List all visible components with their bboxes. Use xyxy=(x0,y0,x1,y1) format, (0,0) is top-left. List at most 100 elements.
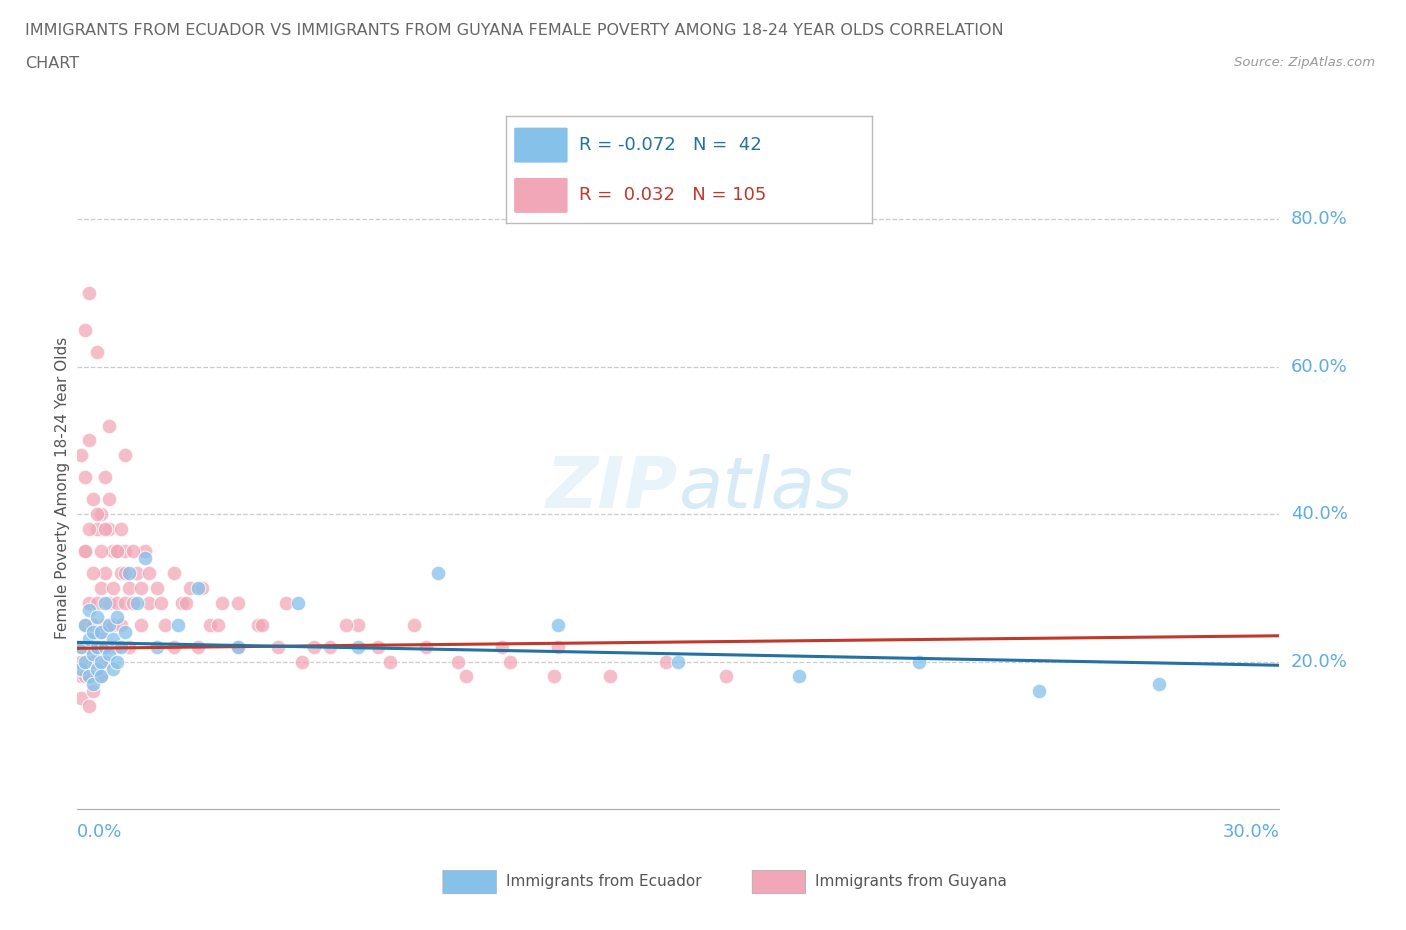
FancyBboxPatch shape xyxy=(513,127,568,164)
Point xyxy=(543,669,565,684)
Point xyxy=(378,654,401,669)
Point xyxy=(75,654,97,669)
Point xyxy=(131,618,153,632)
Point xyxy=(103,632,125,647)
Point xyxy=(668,654,690,669)
Point xyxy=(138,595,160,610)
Point xyxy=(291,654,314,669)
Point xyxy=(90,669,112,684)
Text: R = -0.072   N =  42: R = -0.072 N = 42 xyxy=(579,136,762,154)
Point xyxy=(246,618,269,632)
Point xyxy=(131,580,153,595)
Point xyxy=(226,595,249,610)
Point xyxy=(155,618,177,632)
Point xyxy=(226,640,249,655)
Point xyxy=(86,640,108,655)
Point xyxy=(98,522,121,537)
Point xyxy=(114,543,136,558)
Point xyxy=(122,543,145,558)
Point xyxy=(107,640,129,655)
Point xyxy=(98,418,121,433)
Point xyxy=(127,595,149,610)
Text: ZIP: ZIP xyxy=(546,454,679,523)
Point xyxy=(79,698,101,713)
Point xyxy=(82,676,104,691)
Text: R =  0.032   N = 105: R = 0.032 N = 105 xyxy=(579,186,766,205)
Point xyxy=(150,595,173,610)
Point xyxy=(186,640,209,655)
Point xyxy=(114,595,136,610)
Point xyxy=(547,618,569,632)
Point xyxy=(347,618,370,632)
Y-axis label: Female Poverty Among 18-24 Year Olds: Female Poverty Among 18-24 Year Olds xyxy=(55,338,70,640)
Point xyxy=(716,669,738,684)
Point xyxy=(86,640,108,655)
Point xyxy=(90,654,112,669)
Point xyxy=(86,669,108,684)
Point xyxy=(190,580,212,595)
Text: 0.0%: 0.0% xyxy=(77,823,122,842)
Point xyxy=(114,625,136,640)
Point xyxy=(86,344,108,359)
Point xyxy=(427,565,450,580)
Point xyxy=(103,543,125,558)
Point xyxy=(82,684,104,698)
Point xyxy=(70,654,93,669)
Point xyxy=(79,595,101,610)
Point xyxy=(107,543,129,558)
Point xyxy=(107,610,129,625)
Point xyxy=(86,595,108,610)
Point xyxy=(787,669,810,684)
Point xyxy=(599,669,621,684)
Point xyxy=(122,595,145,610)
Point xyxy=(110,618,132,632)
Point xyxy=(70,640,93,655)
Point xyxy=(94,618,117,632)
Point xyxy=(491,640,513,655)
Point xyxy=(94,595,117,610)
Point xyxy=(547,640,569,655)
Point xyxy=(267,640,290,655)
Point xyxy=(86,507,108,522)
Point xyxy=(134,551,156,565)
Point xyxy=(82,654,104,669)
Point xyxy=(75,669,97,684)
Text: Source: ZipAtlas.com: Source: ZipAtlas.com xyxy=(1234,56,1375,69)
Point xyxy=(335,618,357,632)
Point xyxy=(174,595,197,610)
Text: 20.0%: 20.0% xyxy=(1291,653,1347,671)
Point xyxy=(75,322,97,337)
FancyBboxPatch shape xyxy=(513,178,568,214)
Point xyxy=(103,661,125,676)
Point xyxy=(70,447,93,462)
Point xyxy=(75,543,97,558)
Point xyxy=(110,522,132,537)
Point xyxy=(82,492,104,507)
Point xyxy=(94,654,117,669)
Point xyxy=(98,492,121,507)
Point xyxy=(75,618,97,632)
Point xyxy=(70,691,93,706)
Point xyxy=(107,654,129,669)
Point xyxy=(207,618,229,632)
Point xyxy=(82,625,104,640)
Point xyxy=(170,595,193,610)
Point xyxy=(655,654,678,669)
Point xyxy=(179,580,201,595)
Point xyxy=(70,661,93,676)
Point xyxy=(86,661,108,676)
Point xyxy=(75,470,97,485)
Point xyxy=(79,522,101,537)
Point xyxy=(134,543,156,558)
Text: 80.0%: 80.0% xyxy=(1291,210,1347,228)
Point xyxy=(107,543,129,558)
Point xyxy=(98,595,121,610)
Point xyxy=(70,640,93,655)
Point xyxy=(103,580,125,595)
Point xyxy=(1028,684,1050,698)
Point xyxy=(82,618,104,632)
Point xyxy=(319,640,342,655)
Point xyxy=(110,640,132,655)
Point xyxy=(90,669,112,684)
Point xyxy=(90,625,112,640)
